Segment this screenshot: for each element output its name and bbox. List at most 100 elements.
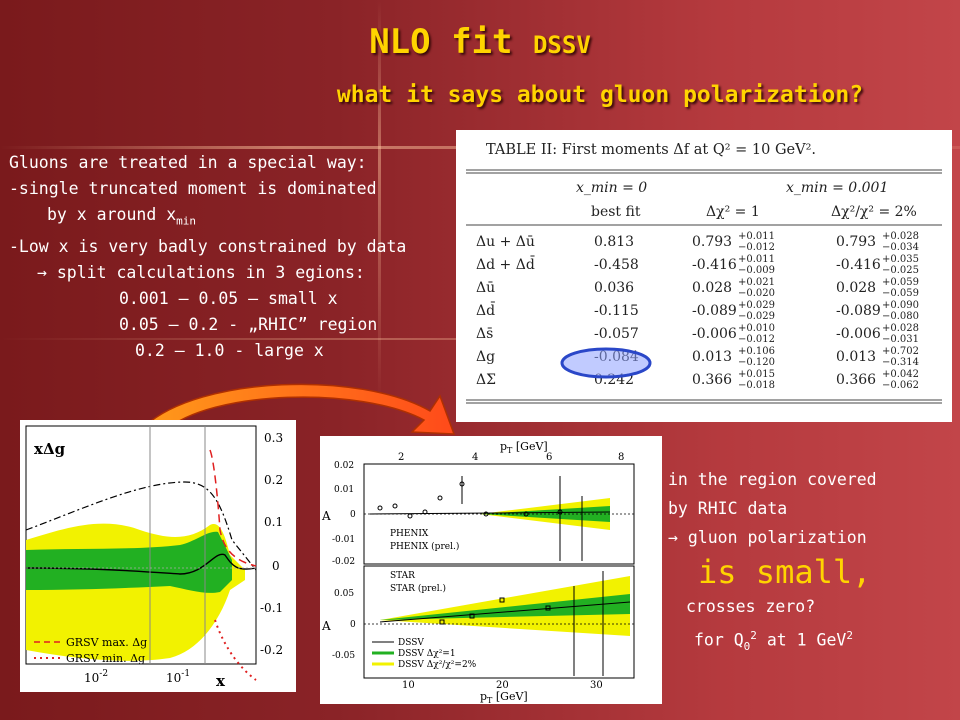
table-cell-error: −0.029 <box>738 311 775 322</box>
table-cell: 0.366 <box>836 372 876 388</box>
plot2-top-tick: 2 <box>398 452 404 463</box>
plot2-bottom-tick: 30 <box>590 680 603 691</box>
table-cell: -0.006 <box>836 326 881 342</box>
table-col-header: Δχ² = 1 <box>706 204 760 220</box>
table-group-header: x_min = 0 <box>576 180 647 196</box>
plot2-upper-ylabel: A <box>321 509 331 523</box>
plot1-ytick: -0.2 <box>260 643 283 657</box>
table-cell-error: −0.120 <box>738 357 775 368</box>
plot2-upper-ytick: 0 <box>350 510 356 520</box>
moments-table: TABLE II: First moments Δf at Q² = 10 Ge… <box>456 130 952 422</box>
gluon-plot: xΔg 0.3 0.2 0.1 0 -0.1 -0.2 10-2 10-1 x … <box>20 420 296 692</box>
table-cell-error: +0.028 <box>882 231 919 242</box>
table-cell: 0.013 <box>692 349 732 365</box>
plot2-bottom-tick: 20 <box>496 680 509 691</box>
table-cell: -0.089 <box>836 303 881 319</box>
table-cell: 0.028 <box>692 280 732 296</box>
table-col-header: Δχ²/χ² = 2% <box>831 204 917 220</box>
table-cell-error: −0.314 <box>882 357 919 368</box>
plot2-upper-ytick: -0.01 <box>332 535 355 545</box>
table-col-header: best fit <box>591 204 641 220</box>
plot2-upper-legend: PHENIX (prel.) <box>390 541 459 552</box>
table-cell-error: −0.034 <box>882 242 919 253</box>
table-cell-error: −0.080 <box>882 311 919 322</box>
table-cell-error: −0.031 <box>882 334 919 345</box>
plot2-lower-ytick: -0.05 <box>332 651 355 661</box>
highlight-ellipse <box>560 347 652 379</box>
table-cell: 0.793 <box>836 234 876 250</box>
table-cell-error: −0.062 <box>882 380 919 391</box>
table-cell-error: +0.011 <box>738 254 775 265</box>
table-cell-error: +0.011 <box>738 231 775 242</box>
table-cell: -0.006 <box>692 326 737 342</box>
table-cell: 0.036 <box>594 280 634 296</box>
plot2-upper-ytick: 0.01 <box>334 485 354 495</box>
plot2-top-tick: 8 <box>618 452 624 463</box>
plot2-upper-ytick: -0.02 <box>332 557 355 567</box>
plot2-fit-legend: DSSV Δχ²=1 <box>398 649 456 659</box>
table-cell-error: −0.025 <box>882 265 919 276</box>
plot2-top-tick: 6 <box>546 452 552 463</box>
table-row-label: Δg <box>476 349 495 365</box>
plot2-top-axis-label: pT [GeV] <box>500 440 548 455</box>
table-cell-error: −0.018 <box>738 380 775 391</box>
table-cell-error: −0.012 <box>738 242 775 253</box>
table-cell-error: +0.028 <box>882 323 919 334</box>
plot2-lower-legend: STAR (prel.) <box>390 583 446 594</box>
table-group-header: x_min = 0.001 <box>786 180 888 196</box>
table-cell-error: +0.090 <box>882 300 919 311</box>
table-row-label: Δd̄ <box>476 301 495 319</box>
table-cell: -0.416 <box>836 257 881 273</box>
slide-subtitle: what it says about gluon polarization? <box>336 82 864 108</box>
table-cell: 0.813 <box>594 234 634 250</box>
table-cell-error: +0.010 <box>738 323 775 334</box>
plot1-ytick: 0.2 <box>264 473 283 487</box>
table-cell-error: +0.042 <box>882 369 919 380</box>
plot1-ylabel: xΔg <box>34 440 66 458</box>
table-cell-error: +0.702 <box>882 346 919 357</box>
plot1-xtick: 10-2 <box>84 669 108 685</box>
plot1-legend: GRSV min. Δg <box>66 652 145 665</box>
decor-line <box>378 0 381 400</box>
table-row-label: Δd + Δd̄ <box>476 255 535 273</box>
table-cell: -0.089 <box>692 303 737 319</box>
table-cell-error: −0.012 <box>738 334 775 345</box>
table-row-label: Δu + Δū <box>476 234 535 250</box>
table-cell: 0.028 <box>836 280 876 296</box>
plot1-ytick: -0.1 <box>260 601 283 615</box>
table-cell-error: +0.029 <box>738 300 775 311</box>
left-text-block: Gluons are treated in a special way: -si… <box>9 153 407 361</box>
plot1-xtick: 10-1 <box>166 669 190 685</box>
right-text-block: in the region covered by RHIC data → glu… <box>668 465 877 661</box>
plot2-bottom-tick: 10 <box>402 680 415 691</box>
highlight-text: is small, <box>698 553 872 591</box>
plot2-fit-legend: DSSV <box>398 638 424 648</box>
table-row-label: Δū <box>476 280 495 296</box>
asymmetry-plot: pT [GeV] 2 4 6 8 0.02 0.01 0 -0.01 -0.02… <box>320 436 662 705</box>
table-cell: -0.057 <box>594 326 639 342</box>
table-caption: TABLE II: First moments Δf at Q² = 10 Ge… <box>486 142 816 158</box>
table-cell-error: +0.015 <box>738 369 775 380</box>
plot2-top-tick: 4 <box>472 452 478 463</box>
plot1-ytick: 0.1 <box>264 515 283 529</box>
table-cell-error: −0.059 <box>882 288 919 299</box>
table-cell-error: −0.020 <box>738 288 775 299</box>
table-row-label: ΔΣ <box>476 372 496 388</box>
table-cell-error: +0.021 <box>738 277 775 288</box>
scale-text: for Q02 at 1 GeV2 <box>694 629 853 653</box>
table-cell: -0.115 <box>594 303 639 319</box>
plot2-fit-legend: DSSV Δχ²/χ²=2% <box>398 660 477 670</box>
plot2-lower-ylabel: A <box>321 619 331 633</box>
table-cell-error: +0.106 <box>738 346 775 357</box>
plot1-xlabel: x <box>216 672 226 690</box>
plot1-ytick: 0.3 <box>264 431 283 445</box>
plot2-lower-ytick: 0 <box>350 620 356 630</box>
plot2-upper-legend: PHENIX <box>390 529 429 539</box>
plot2-lower-legend: STAR <box>390 571 415 581</box>
plot2-bottom-axis-label: pT [GeV] <box>480 690 528 704</box>
table-cell: -0.416 <box>692 257 737 273</box>
table-cell: 0.366 <box>692 372 732 388</box>
table-cell: 0.793 <box>692 234 732 250</box>
curved-arrow <box>143 383 456 435</box>
table-cell-error: −0.009 <box>738 265 775 276</box>
